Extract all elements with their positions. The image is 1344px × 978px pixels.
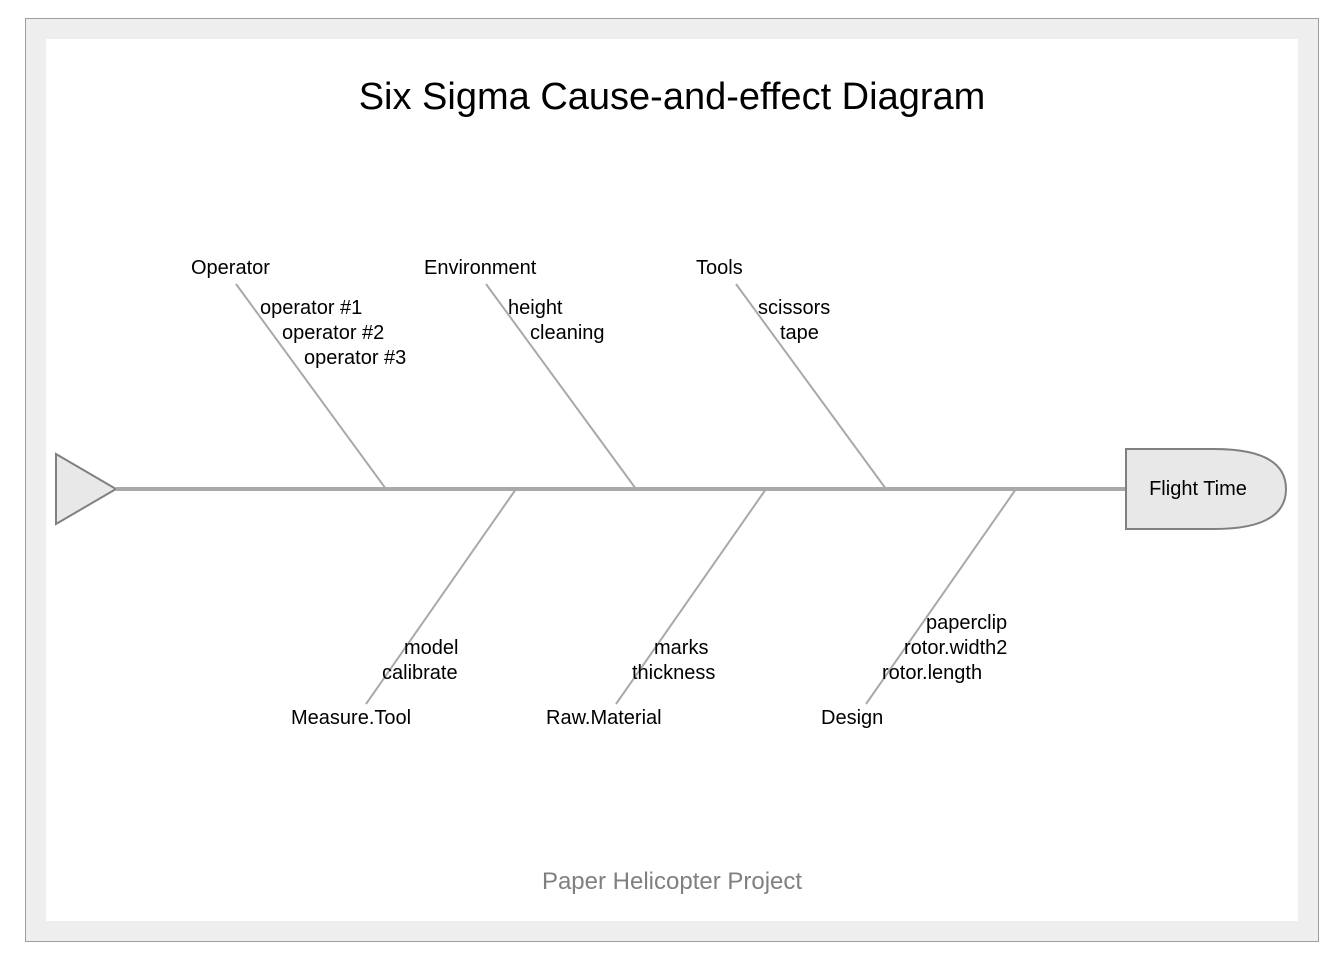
diagram-subtitle: Paper Helicopter Project <box>542 868 802 895</box>
cause-label: marks <box>654 637 708 659</box>
category-label: Raw.Material <box>546 707 662 729</box>
cause-label: scissors <box>758 297 830 319</box>
category-label: Tools <box>696 257 743 279</box>
diagram-title: Six Sigma Cause-and-effect Diagram <box>359 76 986 118</box>
cause-label: operator #1 <box>260 297 362 319</box>
cause-label: tape <box>780 322 819 344</box>
cause-label: cleaning <box>530 322 605 344</box>
category-label: Measure.Tool <box>291 707 411 729</box>
cause-label: rotor.length <box>882 662 982 684</box>
cause-label: paperclip <box>926 612 1007 634</box>
diagram-panel: Six Sigma Cause-and-effect Diagram Paper … <box>46 39 1298 921</box>
cause-label: height <box>508 297 563 319</box>
cause-label: operator #3 <box>304 347 406 369</box>
outer-frame: Six Sigma Cause-and-effect Diagram Paper … <box>25 18 1319 942</box>
cause-label: thickness <box>632 662 715 684</box>
category-label: Design <box>821 707 883 729</box>
category-label: Operator <box>191 257 270 279</box>
effect-label: Flight Time <box>1149 478 1247 500</box>
fish-tail <box>56 454 116 524</box>
cause-label: operator #2 <box>282 322 384 344</box>
category-label: Environment <box>424 257 537 279</box>
cause-label: calibrate <box>382 662 458 684</box>
fishbone-diagram: Six Sigma Cause-and-effect Diagram Paper … <box>46 39 1298 921</box>
cause-label: rotor.width2 <box>904 637 1007 659</box>
cause-label: model <box>404 637 458 659</box>
